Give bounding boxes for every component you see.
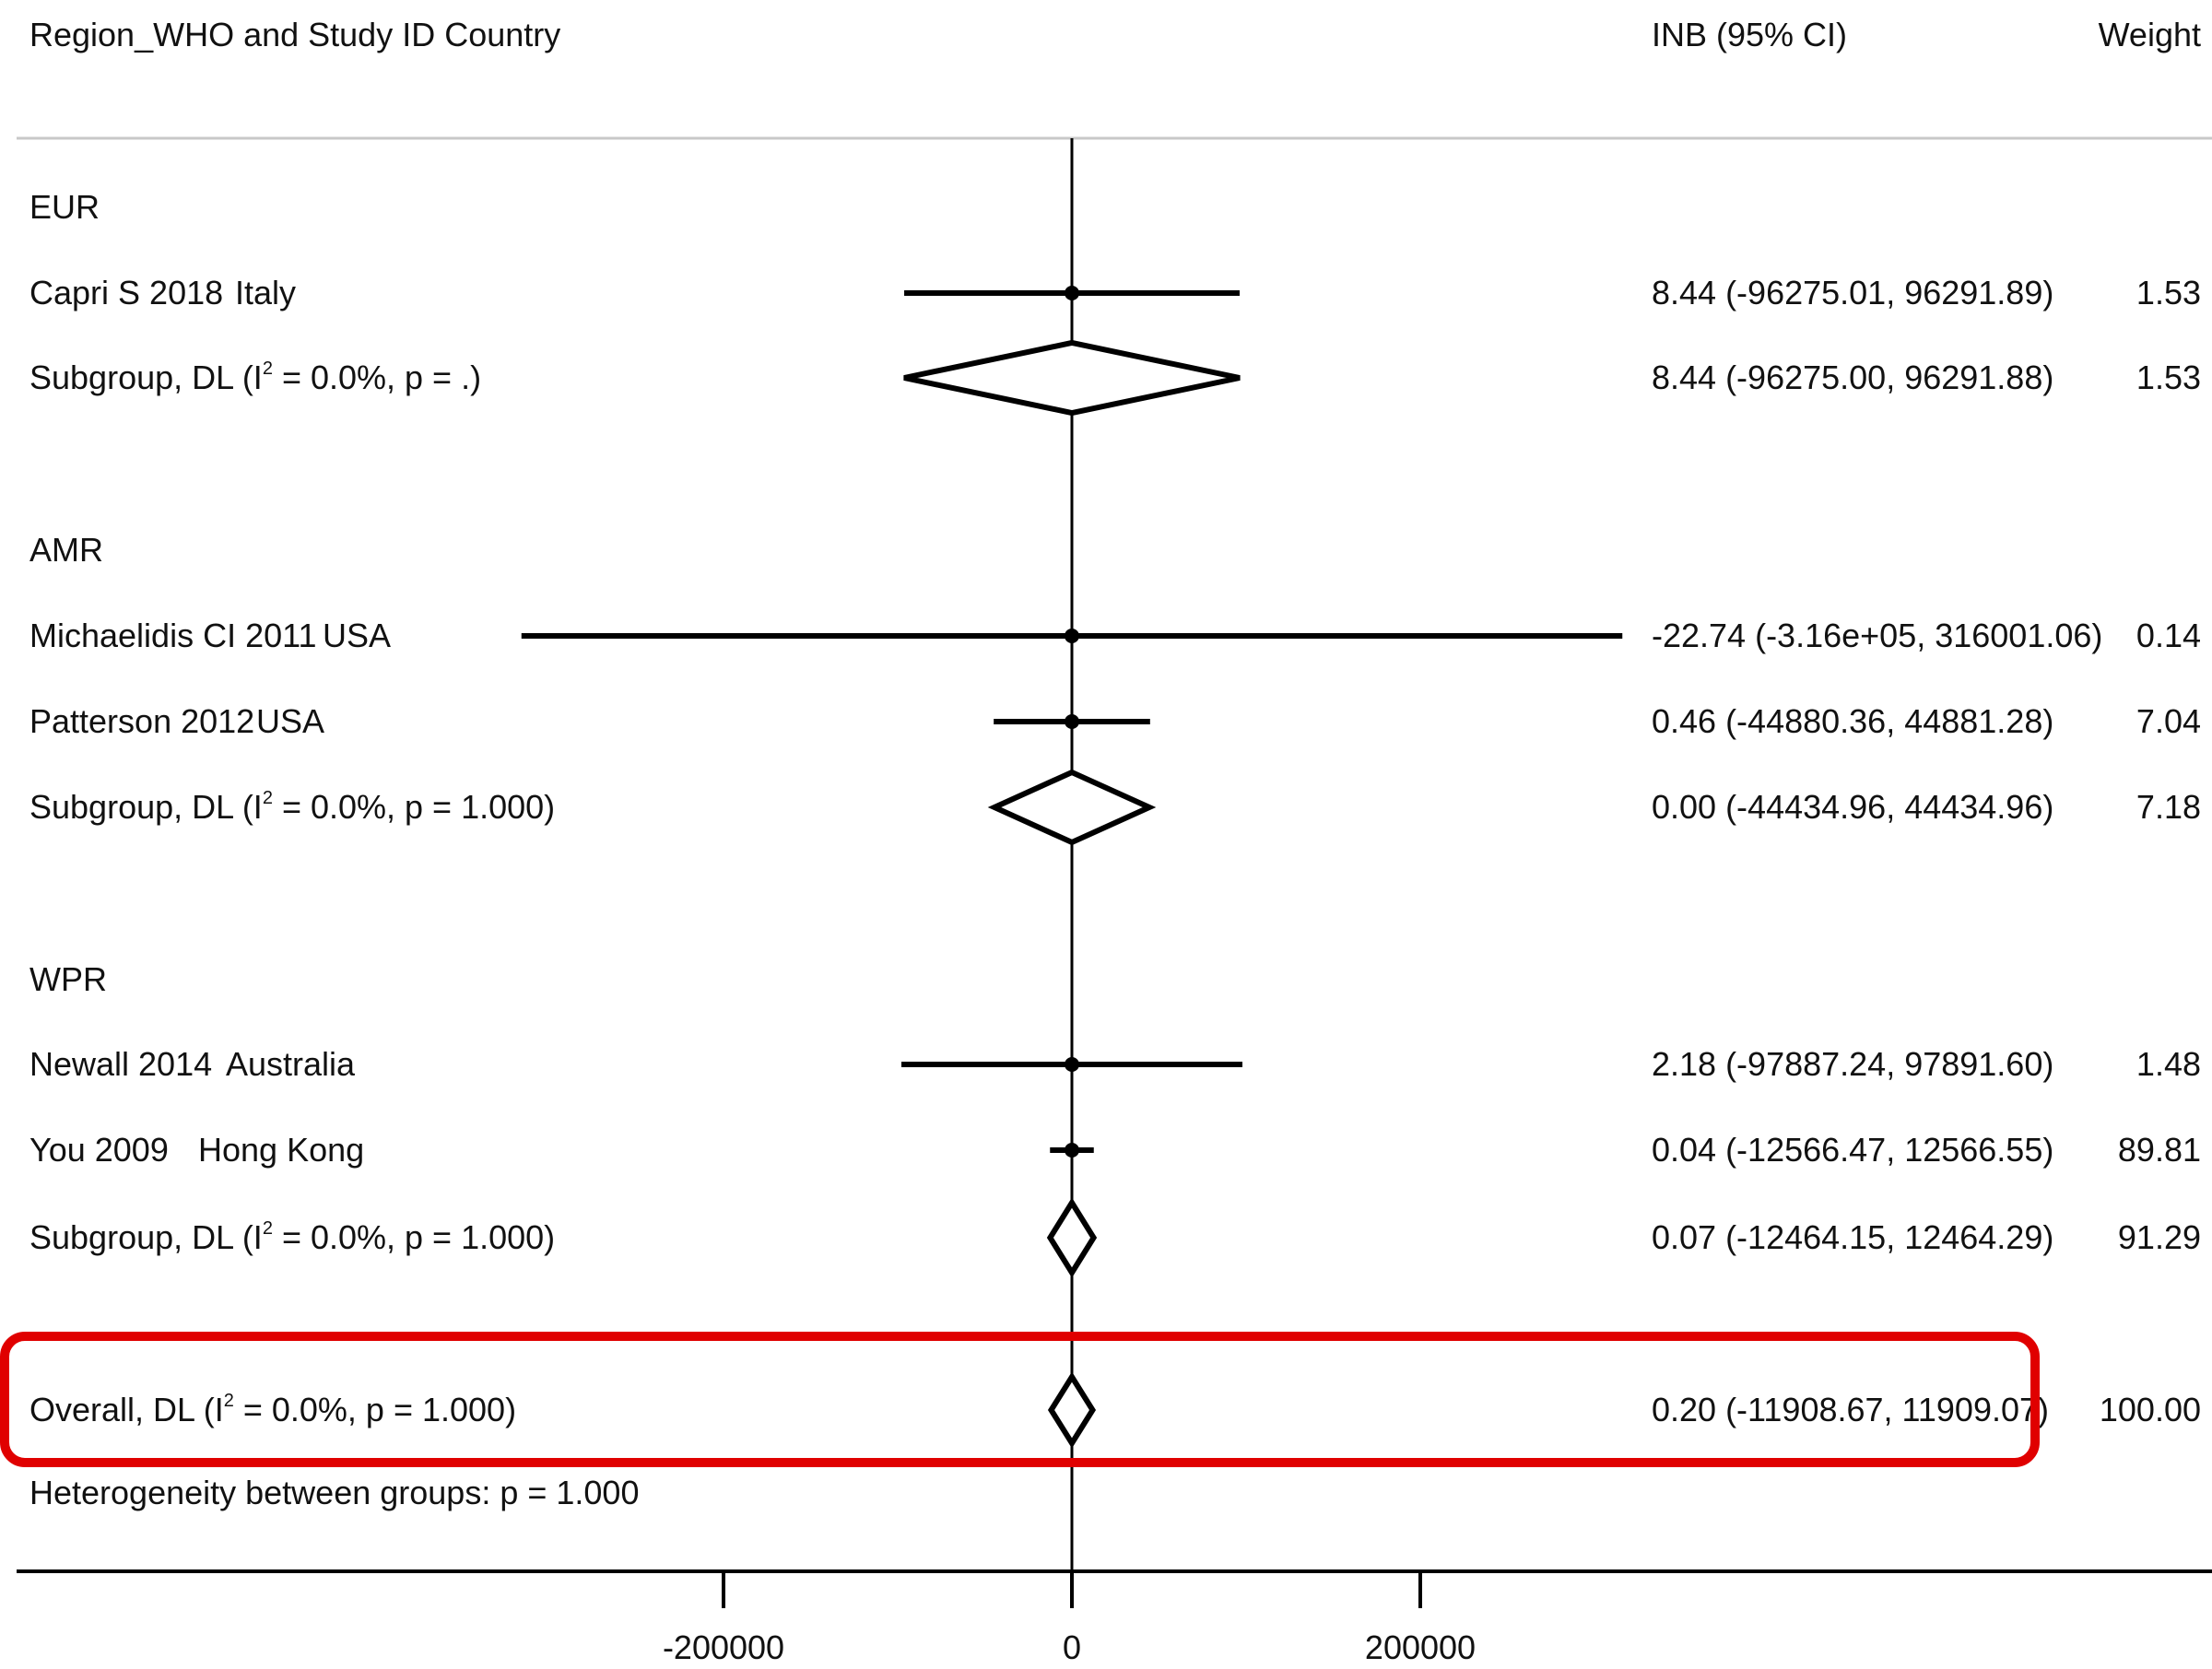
forest-rows: EUR Capri S 2018 Italy 8.44 (-96275.01, 962… [0, 138, 2201, 1571]
label-suffix: = 0.0%, p = 1.000) [273, 1218, 555, 1256]
weight-value: 7.04 [2136, 702, 2201, 740]
label-suffix: = 0.0%, p = 1.000) [273, 788, 555, 826]
x-axis: -200000 0 200000 [17, 1569, 2212, 1666]
i-squared-superscript: 2 [263, 1218, 273, 1239]
ci-text: 8.44 (-96275.00, 96291.88) [1652, 358, 2053, 396]
study-label: Newall 2014 [29, 1045, 212, 1083]
x-tick-label: -200000 [663, 1628, 784, 1666]
label-suffix: = 0.0%, p = .) [273, 358, 481, 396]
weight-value: 0.14 [2136, 617, 2201, 654]
point-estimate [1065, 1143, 1080, 1158]
study-label: You 2009 [29, 1131, 169, 1169]
study-label: Capri S 2018 [29, 274, 223, 311]
point-estimate [1065, 714, 1080, 729]
weight-value: 1.48 [2136, 1045, 2201, 1083]
x-tick-label: 0 [1063, 1628, 1081, 1666]
weight-value: 1.53 [2136, 274, 2201, 311]
label-suffix: = 0.0%, p = 1.000) [234, 1391, 516, 1428]
study-country: Australia [226, 1045, 356, 1083]
row-subgroup: Subgroup, DL (I2 = 0.0%, p = 1.000) 0.07 … [29, 1197, 2201, 1278]
row-subgroup: Subgroup, DL (I2 = 0.0%, p = .) 8.44 (-96… [29, 339, 2201, 417]
label-prefix: Subgroup, DL (I [29, 358, 263, 396]
label-prefix: Subgroup, DL (I [29, 1218, 263, 1256]
row-study: Patterson 2012 USA 0.46 (-44880.36, 44881.… [29, 702, 2201, 740]
ci-text: 2.18 (-97887.24, 97891.60) [1652, 1045, 2053, 1083]
row-study: You 2009 Hong Kong 0.04 (-12566.47, 12566.… [29, 1131, 2201, 1169]
pooled-diamond [1046, 1197, 1098, 1278]
weight-value: 1.53 [2136, 358, 2201, 396]
header-effect: INB (95% CI) [1652, 16, 1847, 53]
subgroup-label: Subgroup, DL (I2 = 0.0%, p = .) [29, 358, 481, 396]
row-study: Newall 2014 Australia 2.18 (-97887.24, 978… [29, 1045, 2201, 1083]
group-label: WPR [29, 960, 107, 998]
weight-value: 89.81 [2118, 1131, 2201, 1169]
overall-label: Overall, DL (I2 = 0.0%, p = 1.000) [29, 1391, 516, 1428]
study-country: Italy [235, 274, 296, 311]
row-note: Heterogeneity between groups: p = 1.000 [29, 1474, 639, 1511]
label-prefix: Overall, DL (I [29, 1391, 224, 1428]
ci-text: -22.74 (-3.16e+05, 316001.06) [1652, 617, 2102, 654]
study-country: Hong Kong [198, 1131, 364, 1169]
label-prefix: Subgroup, DL (I [29, 788, 263, 826]
study-label: Patterson 2012 [29, 702, 254, 740]
pooled-diamond [1047, 1371, 1097, 1449]
study-label: Michaelidis CI 2011 [29, 617, 316, 654]
row-study: Capri S 2018 Italy 8.44 (-96275.01, 96291.… [29, 274, 2201, 311]
row-group: EUR [29, 188, 100, 226]
i-squared-superscript: 2 [224, 1391, 234, 1411]
ci-text: 8.44 (-96275.01, 96291.89) [1652, 274, 2053, 311]
row-group: WPR [29, 960, 107, 998]
ci-text: 0.46 (-44880.36, 44881.28) [1652, 702, 2053, 740]
ci-text: 0.00 (-44434.96, 44434.96) [1652, 788, 2053, 826]
weight-value: 100.00 [2100, 1391, 2201, 1428]
heterogeneity-note: Heterogeneity between groups: p = 1.000 [29, 1474, 639, 1511]
study-country: USA [323, 617, 391, 654]
i-squared-superscript: 2 [263, 788, 273, 808]
ci-text: 0.04 (-12566.47, 12566.55) [1652, 1131, 2053, 1169]
group-label: EUR [29, 188, 100, 226]
x-tick-label: 200000 [1365, 1628, 1476, 1666]
header-study: Region_WHO and Study ID Country [29, 16, 560, 53]
i-squared-superscript: 2 [263, 358, 273, 379]
point-estimate [1065, 286, 1080, 300]
row-subgroup: Subgroup, DL (I2 = 0.0%, p = 1.000) 0.00 … [29, 769, 2201, 846]
group-label: AMR [29, 531, 103, 569]
subgroup-label: Subgroup, DL (I2 = 0.0%, p = 1.000) [29, 788, 555, 826]
row-group: AMR [29, 531, 103, 569]
overall-highlight-box [0, 1332, 2040, 1467]
ci-text: 0.07 (-12464.15, 12464.29) [1652, 1218, 2053, 1256]
pooled-diamond [987, 769, 1157, 846]
ci-text: 0.20 (-11908.67, 11909.07) [1652, 1391, 2049, 1428]
weight-value: 91.29 [2118, 1218, 2201, 1256]
point-estimate [1064, 629, 1079, 643]
pooled-diamond [903, 339, 1241, 417]
study-country: USA [256, 702, 324, 740]
point-estimate [1065, 1057, 1080, 1072]
row-overall: Overall, DL (I2 = 0.0%, p = 1.000) 0.20 (… [0, 1332, 2201, 1467]
header-weight: Weight [2099, 16, 2201, 53]
row-study: Michaelidis CI 2011 USA -22.74 (-3.16e+05,… [29, 617, 2201, 654]
subgroup-label: Subgroup, DL (I2 = 0.0%, p = 1.000) [29, 1218, 555, 1256]
weight-value: 7.18 [2136, 788, 2201, 826]
